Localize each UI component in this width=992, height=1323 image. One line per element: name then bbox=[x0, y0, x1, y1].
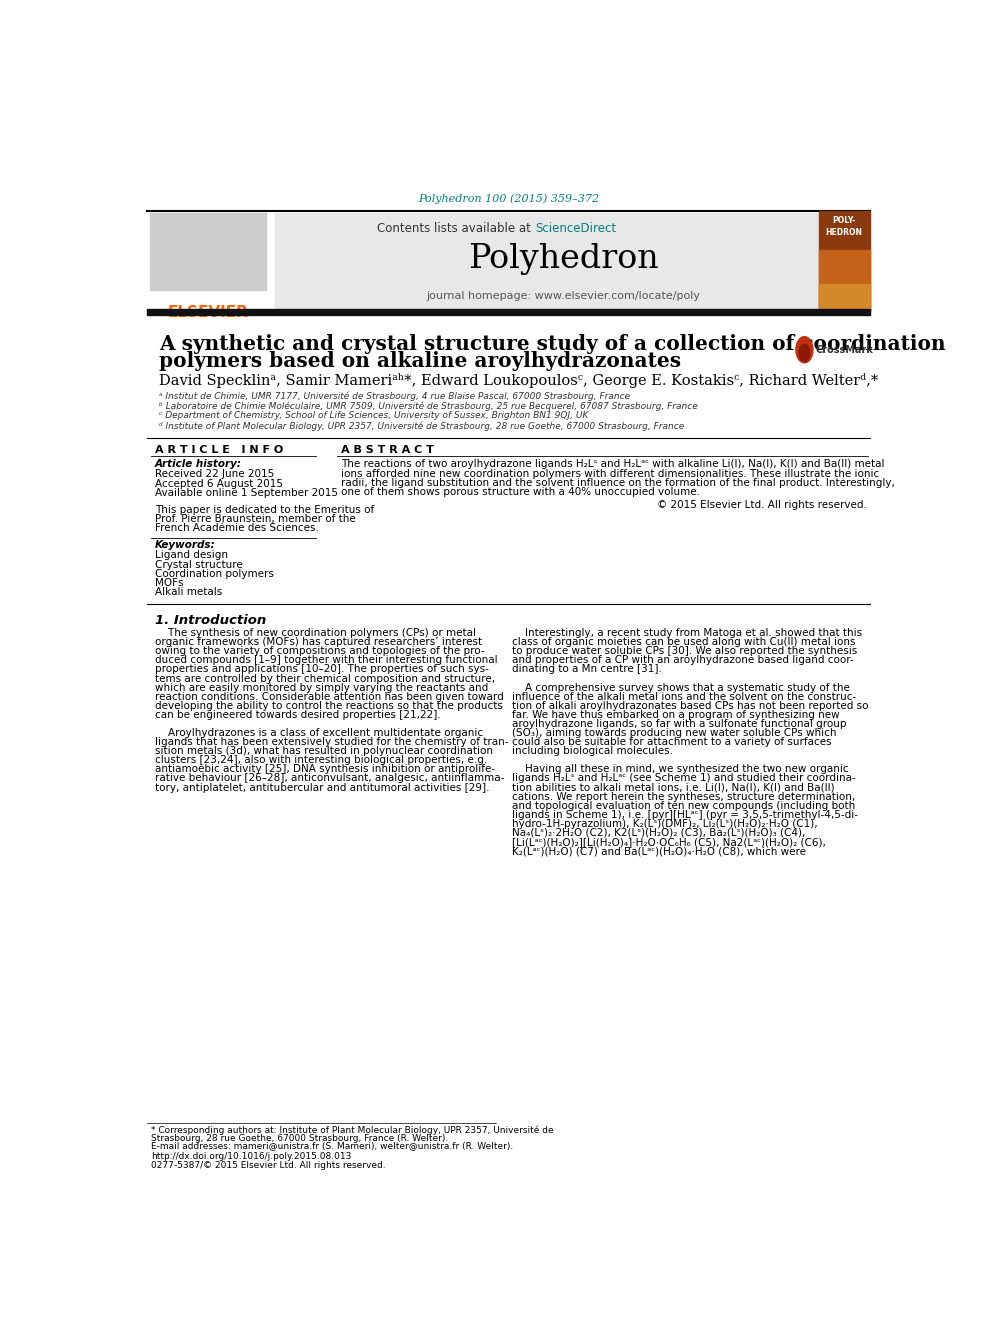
Ellipse shape bbox=[796, 336, 813, 363]
Text: Coordination polymers: Coordination polymers bbox=[155, 569, 274, 578]
Text: far. We have thus embarked on a program of synthesizing new: far. We have thus embarked on a program … bbox=[512, 710, 839, 720]
Text: Keywords:: Keywords: bbox=[155, 540, 215, 550]
Text: ᶜ Department of Chemistry, School of Life Sciences, University of Sussex, Bright: ᶜ Department of Chemistry, School of Lif… bbox=[159, 411, 588, 421]
Text: one of them shows porous structure with a 40% unoccupied volume.: one of them shows porous structure with … bbox=[341, 487, 700, 497]
Text: class of organic moieties can be used along with Cu(II) metal ions: class of organic moieties can be used al… bbox=[512, 638, 855, 647]
Text: and properties of a CP with an aroylhydrazone based ligand coor-: and properties of a CP with an aroylhydr… bbox=[512, 655, 853, 665]
Text: 0277-5387/© 2015 Elsevier Ltd. All rights reserved.: 0277-5387/© 2015 Elsevier Ltd. All right… bbox=[151, 1160, 386, 1170]
Text: Na₄(Lˢ)₂·2H₂O (C2), K2(Lˢ)(H₂O)₂ (C3), Ba₂(Lˢ)(H₂O)₃ (C4),: Na₄(Lˢ)₂·2H₂O (C2), K2(Lˢ)(H₂O)₂ (C3), B… bbox=[512, 828, 805, 837]
Text: tems are controlled by their chemical composition and structure,: tems are controlled by their chemical co… bbox=[155, 673, 495, 684]
Text: duced compounds [1–9] together with their interesting functional: duced compounds [1–9] together with thei… bbox=[155, 655, 498, 665]
Bar bbox=[150, 213, 266, 290]
Text: A R T I C L E   I N F O: A R T I C L E I N F O bbox=[155, 445, 284, 455]
Text: to produce water soluble CPs [30]. We also reported the synthesis: to produce water soluble CPs [30]. We al… bbox=[512, 646, 857, 656]
Text: can be engineered towards desired properties [21,22].: can be engineered towards desired proper… bbox=[155, 710, 440, 720]
Text: polymers based on alkaline aroylhydrazonates: polymers based on alkaline aroylhydrazon… bbox=[159, 352, 681, 372]
Text: which are easily monitored by simply varying the reactants and: which are easily monitored by simply var… bbox=[155, 683, 488, 693]
Text: tion abilities to alkali metal ions, i.e. Li(I), Na(I), K(I) and Ba(II): tion abilities to alkali metal ions, i.e… bbox=[512, 782, 834, 792]
Bar bbox=[819, 284, 870, 311]
Text: radii, the ligand substitution and the solvent influence on the formation of the: radii, the ligand substitution and the s… bbox=[341, 478, 895, 488]
Text: ligands that has been extensively studied for the chemistry of tran-: ligands that has been extensively studie… bbox=[155, 737, 509, 747]
Text: © 2015 Elsevier Ltd. All rights reserved.: © 2015 Elsevier Ltd. All rights reserved… bbox=[657, 500, 866, 511]
Text: Alkali metals: Alkali metals bbox=[155, 587, 222, 597]
Text: Interestingly, a recent study from Matoga et al. showed that this: Interestingly, a recent study from Matog… bbox=[512, 628, 862, 638]
Bar bbox=[147, 308, 870, 315]
Text: * Corresponding authors at: Institute of Plant Molecular Biology, UPR 2357, Univ: * Corresponding authors at: Institute of… bbox=[151, 1126, 554, 1135]
Text: clusters [23,24], also with interesting biological properties, e.g.: clusters [23,24], also with interesting … bbox=[155, 755, 487, 765]
Text: Received 22 June 2015: Received 22 June 2015 bbox=[155, 470, 274, 479]
Bar bbox=[147, 212, 271, 311]
Text: ScienceDirect: ScienceDirect bbox=[535, 221, 616, 234]
Text: rative behaviour [26–28], anticonvulsant, analgesic, antiinflamma-: rative behaviour [26–28], anticonvulsant… bbox=[155, 774, 504, 783]
Bar bbox=[275, 213, 852, 308]
Text: Strasbourg, 28 rue Goethe, 67000 Strasbourg, France (R. Welter).: Strasbourg, 28 rue Goethe, 67000 Strasbo… bbox=[151, 1134, 448, 1143]
Text: ligands H₂Lˢ and H₂Lᵃᶜ (see Scheme 1) and studied their coordina-: ligands H₂Lˢ and H₂Lᵃᶜ (see Scheme 1) an… bbox=[512, 774, 855, 783]
Text: Contents lists available at: Contents lists available at bbox=[377, 221, 535, 234]
Text: properties and applications [10–20]. The properties of such sys-: properties and applications [10–20]. The… bbox=[155, 664, 489, 675]
Text: hydro-1H-pyrazolium), K₂(Lˢ)(DMF)₂, Li₂(Lˢ)(H₂O)₂·H₂O (C1),: hydro-1H-pyrazolium), K₂(Lˢ)(DMF)₂, Li₂(… bbox=[512, 819, 817, 830]
Text: Aroylhydrazones is a class of excellent multidentate organic: Aroylhydrazones is a class of excellent … bbox=[155, 728, 483, 738]
Text: owing to the variety of compositions and topologies of the pro-: owing to the variety of compositions and… bbox=[155, 646, 485, 656]
Text: 1. Introduction: 1. Introduction bbox=[155, 614, 266, 627]
Text: tion of alkali aroylhydrazonates based CPs has not been reported so: tion of alkali aroylhydrazonates based C… bbox=[512, 701, 868, 710]
Text: dinating to a Mn centre [31].: dinating to a Mn centre [31]. bbox=[512, 664, 662, 675]
Text: Polyhedron 100 (2015) 359–372: Polyhedron 100 (2015) 359–372 bbox=[418, 193, 599, 204]
Text: [Li(Lᵃᶜ)(H₂O)₂][Li(H₂O)₄]·H₂O·OC₆H₆ (C5), Na2(Lᵃᶜ)(H₂O)₂ (C6),: [Li(Lᵃᶜ)(H₂O)₂][Li(H₂O)₄]·H₂O·OC₆H₆ (C5)… bbox=[512, 837, 825, 847]
Text: organic frameworks (MOFs) has captured researchers’ interest: organic frameworks (MOFs) has captured r… bbox=[155, 638, 482, 647]
Text: Article history:: Article history: bbox=[155, 459, 242, 470]
Text: Having all these in mind, we synthesized the two new organic: Having all these in mind, we synthesized… bbox=[512, 765, 848, 774]
Text: influence of the alkali metal ions and the solvent on the construc-: influence of the alkali metal ions and t… bbox=[512, 692, 856, 701]
Text: Crystal structure: Crystal structure bbox=[155, 560, 243, 569]
Text: sition metals (3d), what has resulted in polynuclear coordination: sition metals (3d), what has resulted in… bbox=[155, 746, 493, 757]
Text: antiamoebic activity [25], DNA synthesis inhibition or antiprolife-: antiamoebic activity [25], DNA synthesis… bbox=[155, 765, 495, 774]
Text: Accepted 6 August 2015: Accepted 6 August 2015 bbox=[155, 479, 283, 488]
Text: ᵇ Laboratoire de Chimie Moléculaire, UMR 7509, Université de Strasbourg, 25 rue : ᵇ Laboratoire de Chimie Moléculaire, UMR… bbox=[159, 401, 697, 410]
Text: Polyhedron: Polyhedron bbox=[468, 243, 659, 275]
Text: ᵃ Institut de Chimie, UMR 7177, Université de Strasbourg, 4 rue Blaise Pascal, 6: ᵃ Institut de Chimie, UMR 7177, Universi… bbox=[159, 392, 630, 401]
Text: reaction conditions. Considerable attention has been given toward: reaction conditions. Considerable attent… bbox=[155, 692, 504, 701]
Ellipse shape bbox=[799, 344, 809, 361]
Text: Ligand design: Ligand design bbox=[155, 550, 228, 561]
Text: http://dx.doi.org/10.1016/j.poly.2015.08.013: http://dx.doi.org/10.1016/j.poly.2015.08… bbox=[151, 1152, 351, 1162]
Text: ELSEVIER: ELSEVIER bbox=[168, 306, 248, 320]
Text: A comprehensive survey shows that a systematic study of the: A comprehensive survey shows that a syst… bbox=[512, 683, 849, 693]
Bar bbox=[819, 250, 870, 311]
Text: ligands in Scheme 1), i.e. [pyr][HLᵃᶜ] (pyr = 3,5,5-trimethyl-4,5-di-: ligands in Scheme 1), i.e. [pyr][HLᵃᶜ] (… bbox=[512, 810, 857, 820]
Text: MOFs: MOFs bbox=[155, 578, 184, 587]
Text: French Académie des Sciences.: French Académie des Sciences. bbox=[155, 524, 318, 533]
Text: This paper is dedicated to the Emeritus of: This paper is dedicated to the Emeritus … bbox=[155, 505, 374, 515]
Text: The synthesis of new coordination polymers (CPs) or metal: The synthesis of new coordination polyme… bbox=[155, 628, 476, 638]
Text: tory, antiplatelet, antitubercular and antitumoral activities [29].: tory, antiplatelet, antitubercular and a… bbox=[155, 782, 489, 792]
Text: E-mail addresses: mameri@unistra.fr (S. Mameri), welter@unistra.fr (R. Welter).: E-mail addresses: mameri@unistra.fr (S. … bbox=[151, 1142, 514, 1151]
Text: Prof. Pierre Braunstein, member of the: Prof. Pierre Braunstein, member of the bbox=[155, 515, 356, 524]
Text: ᵈ Institute of Plant Molecular Biology, UPR 2357, Université de Strasbourg, 28 r: ᵈ Institute of Plant Molecular Biology, … bbox=[159, 421, 684, 431]
Text: journal homepage: www.elsevier.com/locate/poly: journal homepage: www.elsevier.com/locat… bbox=[427, 291, 700, 300]
Text: and topological evaluation of ten new compounds (including both: and topological evaluation of ten new co… bbox=[512, 800, 855, 811]
Text: could also be suitable for attachment to a variety of surfaces: could also be suitable for attachment to… bbox=[512, 737, 831, 747]
Text: POLY-
HEDRON: POLY- HEDRON bbox=[825, 216, 862, 237]
Text: K₂(Lᵃᶜ)(H₂O) (C7) and Ba(Lᵃᶜ)(H₂O)₄·H₂O (C8), which were: K₂(Lᵃᶜ)(H₂O) (C7) and Ba(Lᵃᶜ)(H₂O)₄·H₂O … bbox=[512, 847, 806, 856]
Text: including biological molecules.: including biological molecules. bbox=[512, 746, 673, 757]
Text: ions afforded nine new coordination polymers with different dimensionalities. Th: ions afforded nine new coordination poly… bbox=[341, 468, 879, 479]
Text: aroylhydrazone ligands, so far with a sulfonate functional group: aroylhydrazone ligands, so far with a su… bbox=[512, 718, 846, 729]
Text: developing the ability to control the reactions so that the products: developing the ability to control the re… bbox=[155, 701, 503, 710]
Text: Available online 1 September 2015: Available online 1 September 2015 bbox=[155, 488, 338, 497]
Text: cations. We report herein the syntheses, structure determination,: cations. We report herein the syntheses,… bbox=[512, 791, 855, 802]
Text: A synthetic and crystal structure study of a collection of coordination: A synthetic and crystal structure study … bbox=[159, 333, 945, 353]
Text: David Specklinᵃ, Samir Mameriᵃʰ*, Edward Loukopoulosᶜ, George E. Kostakisᶜ, Rich: David Specklinᵃ, Samir Mameriᵃʰ*, Edward… bbox=[159, 373, 878, 388]
Text: CrossMark: CrossMark bbox=[815, 345, 873, 355]
Bar bbox=[819, 212, 870, 311]
Text: The reactions of two aroylhydrazone ligands H₂Lˢ and H₂Lᵃᶜ with alkaline Li(I), : The reactions of two aroylhydrazone liga… bbox=[341, 459, 885, 470]
Text: (SO₃), aiming towards producing new water soluble CPs which: (SO₃), aiming towards producing new wate… bbox=[512, 728, 836, 738]
Text: A B S T R A C T: A B S T R A C T bbox=[341, 445, 434, 455]
